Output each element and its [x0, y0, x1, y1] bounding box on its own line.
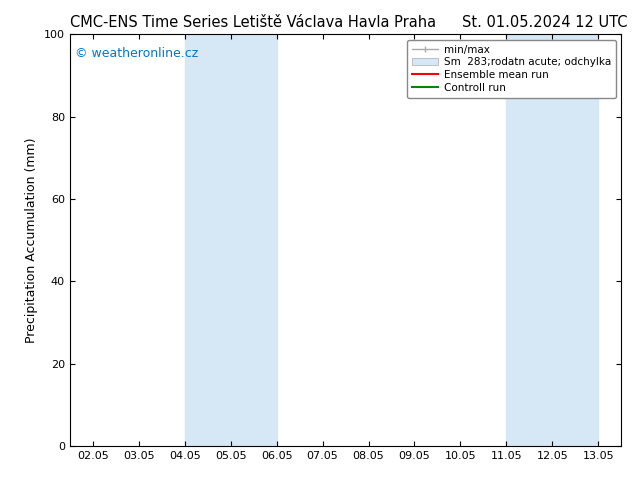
Y-axis label: Precipitation Accumulation (mm): Precipitation Accumulation (mm) [25, 137, 38, 343]
Legend: min/max, Sm  283;rodatn acute; odchylka, Ensemble mean run, Controll run: min/max, Sm 283;rodatn acute; odchylka, … [407, 40, 616, 98]
Bar [184, 34, 276, 446]
Text: © weatheronline.cz: © weatheronline.cz [75, 47, 198, 60]
Text: St. 01.05.2024 12 UTC: St. 01.05.2024 12 UTC [462, 15, 628, 30]
Bar [507, 34, 598, 446]
Text: CMC-ENS Time Series Letiště Václava Havla Praha: CMC-ENS Time Series Letiště Václava Havl… [70, 15, 436, 30]
